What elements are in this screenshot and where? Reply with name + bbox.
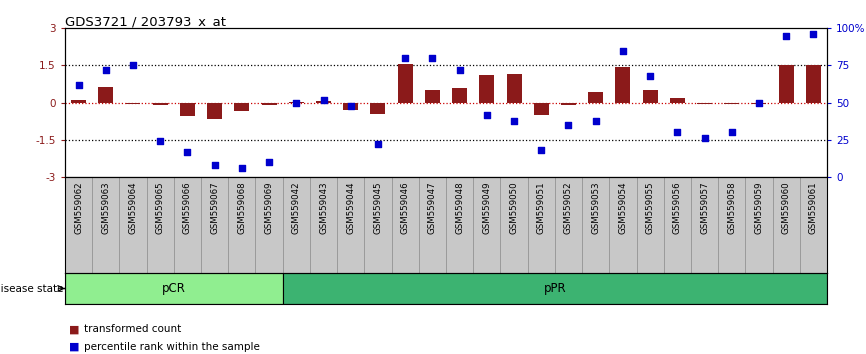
Bar bbox=[371, 103, 385, 114]
Text: GSM559043: GSM559043 bbox=[319, 182, 328, 234]
Bar bbox=[126, 103, 140, 104]
Point bbox=[507, 118, 521, 123]
Text: GSM559044: GSM559044 bbox=[346, 182, 355, 234]
Bar bbox=[533, 103, 549, 115]
Text: GSM559045: GSM559045 bbox=[373, 182, 383, 234]
Point bbox=[208, 162, 222, 168]
Text: GSM559056: GSM559056 bbox=[673, 182, 682, 234]
Bar bbox=[207, 103, 222, 119]
Point bbox=[72, 82, 86, 88]
Bar bbox=[152, 103, 168, 105]
Bar bbox=[479, 75, 494, 103]
Point bbox=[616, 48, 630, 53]
Point bbox=[670, 130, 684, 135]
Text: GSM559060: GSM559060 bbox=[782, 182, 791, 234]
Bar bbox=[616, 67, 630, 103]
Text: GSM559066: GSM559066 bbox=[183, 182, 192, 234]
Bar bbox=[235, 103, 249, 111]
Text: GSM559052: GSM559052 bbox=[564, 182, 573, 234]
Text: disease state: disease state bbox=[0, 284, 63, 293]
Bar bbox=[98, 86, 113, 103]
Point bbox=[779, 33, 793, 39]
Text: GSM559057: GSM559057 bbox=[700, 182, 709, 234]
Text: GSM559067: GSM559067 bbox=[210, 182, 219, 234]
Bar bbox=[425, 90, 440, 103]
Bar bbox=[752, 103, 766, 104]
Text: GSM559062: GSM559062 bbox=[74, 182, 83, 234]
Bar bbox=[643, 90, 657, 103]
Point bbox=[534, 147, 548, 153]
Text: ■: ■ bbox=[69, 324, 80, 334]
Point bbox=[752, 100, 766, 105]
Text: GSM559065: GSM559065 bbox=[156, 182, 165, 234]
Point bbox=[153, 138, 167, 144]
Text: GSM559053: GSM559053 bbox=[591, 182, 600, 234]
Bar bbox=[262, 103, 276, 105]
Text: percentile rank within the sample: percentile rank within the sample bbox=[84, 342, 260, 352]
Bar bbox=[65, 273, 282, 304]
Point bbox=[371, 142, 385, 147]
Text: GSM559046: GSM559046 bbox=[401, 182, 410, 234]
Text: GDS3721 / 203793_x_at: GDS3721 / 203793_x_at bbox=[65, 15, 226, 28]
Point bbox=[480, 112, 494, 118]
Bar bbox=[806, 65, 821, 103]
Text: GSM559055: GSM559055 bbox=[646, 182, 655, 234]
Text: GSM559048: GSM559048 bbox=[456, 182, 464, 234]
Text: GSM559058: GSM559058 bbox=[727, 182, 736, 234]
Point bbox=[453, 67, 467, 73]
Bar bbox=[397, 63, 412, 103]
Text: GSM559047: GSM559047 bbox=[428, 182, 436, 234]
Point bbox=[725, 130, 739, 135]
Text: GSM559059: GSM559059 bbox=[754, 182, 764, 234]
Text: GSM559051: GSM559051 bbox=[537, 182, 546, 234]
Bar bbox=[180, 103, 195, 116]
Bar bbox=[452, 88, 467, 103]
Point bbox=[126, 63, 140, 68]
Text: pPR: pPR bbox=[544, 282, 566, 295]
Point bbox=[589, 118, 603, 123]
Text: GSM559068: GSM559068 bbox=[237, 182, 246, 234]
Text: GSM559063: GSM559063 bbox=[101, 182, 110, 234]
Bar bbox=[343, 103, 359, 110]
Bar bbox=[71, 100, 86, 103]
Point bbox=[289, 100, 303, 105]
Point bbox=[317, 97, 331, 103]
Point bbox=[806, 32, 820, 37]
Point bbox=[262, 159, 276, 165]
Text: ■: ■ bbox=[69, 342, 80, 352]
Text: GSM559054: GSM559054 bbox=[618, 182, 627, 234]
Point bbox=[643, 73, 657, 79]
Bar bbox=[288, 102, 304, 103]
Bar bbox=[724, 103, 740, 104]
Bar bbox=[507, 74, 521, 103]
Point bbox=[398, 55, 412, 61]
Bar bbox=[282, 273, 827, 304]
Point bbox=[235, 165, 249, 171]
Bar bbox=[779, 65, 793, 103]
Bar bbox=[697, 103, 712, 104]
Bar bbox=[588, 92, 603, 103]
Bar bbox=[561, 103, 576, 105]
Text: GSM559069: GSM559069 bbox=[265, 182, 274, 234]
Text: GSM559061: GSM559061 bbox=[809, 182, 818, 234]
Point bbox=[344, 103, 358, 108]
Text: transformed count: transformed count bbox=[84, 324, 181, 334]
Point bbox=[99, 67, 113, 73]
Text: GSM559042: GSM559042 bbox=[292, 182, 301, 234]
Text: GSM559064: GSM559064 bbox=[128, 182, 138, 234]
Point bbox=[180, 149, 194, 155]
Bar bbox=[669, 98, 685, 103]
Bar bbox=[316, 101, 331, 103]
Text: GSM559049: GSM559049 bbox=[482, 182, 491, 234]
Point bbox=[698, 136, 712, 141]
Point bbox=[561, 122, 575, 128]
Point bbox=[425, 55, 439, 61]
Text: pCR: pCR bbox=[162, 282, 185, 295]
Text: GSM559050: GSM559050 bbox=[509, 182, 519, 234]
